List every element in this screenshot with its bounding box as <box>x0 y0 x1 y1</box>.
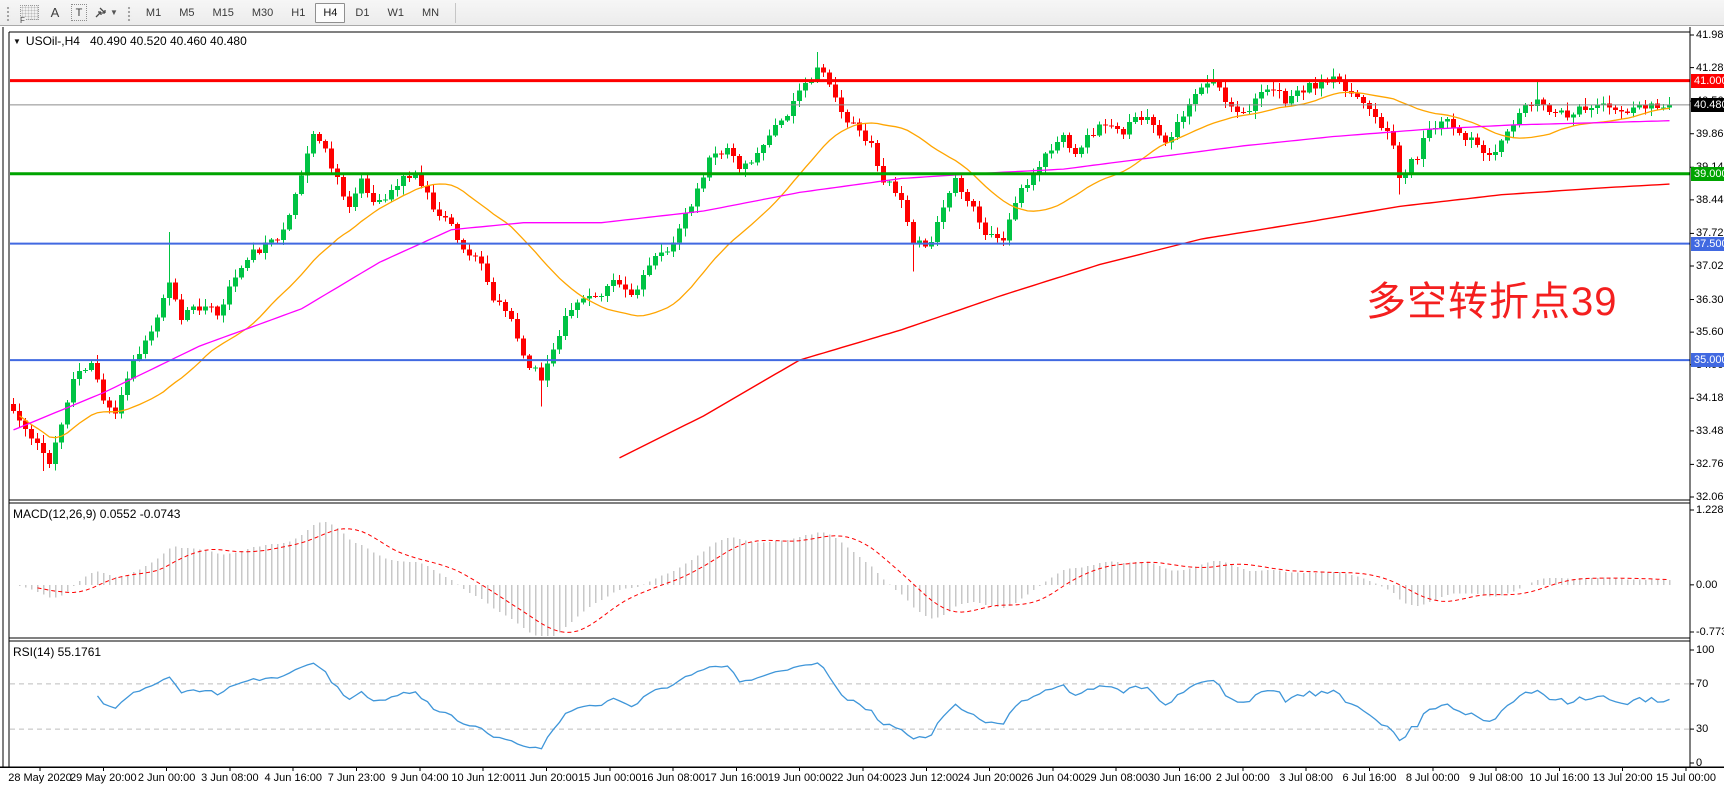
time-axis-label: 23 Jun 12:00 <box>894 772 959 784</box>
time-axis-label: 10 Jul 16:00 <box>1529 772 1590 784</box>
timeframe-button-m1[interactable]: M1 <box>145 6 162 19</box>
annotation-text[interactable]: 多空转折点39 <box>1366 280 1618 324</box>
timeframe-button-h4[interactable]: H4 <box>315 2 346 23</box>
timeframe-group: M1 M5 M15 M30 H1 H4 D1 W1 MN <box>137 0 448 26</box>
timeframe-button-mn[interactable]: MN <box>421 6 440 19</box>
timeframe-button-d1[interactable]: D1 <box>355 6 370 19</box>
time-axis-label: 24 Jun 20:00 <box>957 772 1022 784</box>
timeframe-button-m5[interactable]: M5 <box>179 6 195 19</box>
time-axis-label: 2 Jul 00:00 <box>1215 772 1270 784</box>
macd-indicator-label: MACD(12,26,9) 0.0552 -0.0743 <box>13 507 181 521</box>
time-axis-label: 13 Jul 20:00 <box>1592 772 1653 784</box>
timeframe-button-h1[interactable]: H1 <box>291 6 306 19</box>
arrows-dropdown-button[interactable]: ▼ <box>93 3 118 23</box>
time-axis-label: 10 Jun 12:00 <box>451 772 515 784</box>
macd-axis-tick: 1.2281 <box>1696 504 1724 516</box>
rsi-indicator-label: RSI(14) 55.1761 <box>13 645 102 659</box>
price-axis-tick: 36.300 <box>1696 293 1724 306</box>
time-axis-label: 22 Jun 04:00 <box>831 772 895 784</box>
ma-fast-orange-line <box>19 91 1670 439</box>
time-axis-label: 9 Jul 08:00 <box>1469 772 1523 784</box>
time-axis-label: 3 Jul 08:00 <box>1279 772 1334 784</box>
price-axis-tick: 41.280 <box>1696 61 1724 74</box>
time-axis-label: 16 Jun 08:00 <box>641 772 705 784</box>
time-axis-label: 15 Jun 00:00 <box>577 772 642 784</box>
time-axis-label: 9 Jun 04:00 <box>391 772 449 784</box>
symbol-collapse-icon[interactable]: ▼ <box>13 36 21 46</box>
price-axis-tick: 35.600 <box>1696 326 1724 339</box>
price-level-badge: 40.480 <box>1691 97 1724 112</box>
toolbar: F A T ▼ M1 M5 M15 M30 H1 H4 D1 W1 MN <box>0 0 1724 26</box>
panel-borders <box>0 27 1724 771</box>
dotted-grid-icon <box>19 5 39 20</box>
price-axis-tick: 39.860 <box>1696 127 1724 140</box>
toolbar-separator <box>455 2 457 23</box>
toolbar-grip-icon[interactable] <box>5 4 11 21</box>
time-axis-label: 3 Jun 08:00 <box>201 772 259 784</box>
price-axis-tick: 32.760 <box>1696 458 1724 471</box>
rsi-axis-tick: 70 <box>1696 677 1709 690</box>
time-axis-label: 7 Jun 23:00 <box>327 772 386 784</box>
rsi-line <box>96 662 1670 750</box>
ma-slow-red-line <box>619 183 1670 459</box>
time-axis-label: 11 Jun 20:00 <box>515 772 578 784</box>
time-axis-label: 28 May 2020 <box>8 772 72 784</box>
price-axis-tick: 38.440 <box>1696 193 1724 206</box>
time-axis-label: 17 Jun 16:00 <box>704 772 769 784</box>
candlesticks-layer <box>11 51 1672 471</box>
rsi-axis-tick: 30 <box>1696 723 1709 736</box>
time-axis-label: 6 Jul 16:00 <box>1342 772 1397 784</box>
chart-title: ▼ USOil-,H4 40.490 40.520 40.460 40.480 <box>13 34 247 48</box>
price-axis-tick: 33.480 <box>1696 424 1724 437</box>
time-axis-label: 26 Jun 04:00 <box>1021 772 1085 784</box>
timeframe-button-w1[interactable]: W1 <box>387 6 404 19</box>
macd-axis-tick: 0.00 <box>1696 578 1718 591</box>
macd-axis-tick: -0.7738 <box>1696 625 1724 638</box>
timeframe-button-m15[interactable]: M15 <box>212 6 234 19</box>
rsi-axis-tick: 0 <box>1696 757 1703 769</box>
time-axis-label: 19 Jun 00:00 <box>767 772 832 784</box>
chevron-down-icon: ▼ <box>110 8 118 17</box>
arrows-icon <box>95 7 106 18</box>
price-axis-tick: 32.060 <box>1696 491 1724 503</box>
time-axis-label: 30 Jun 16:00 <box>1147 772 1212 784</box>
chart-ohlc-values: 40.490 40.520 40.460 40.480 <box>89 34 247 48</box>
chart-symbol-period: USOil-,H4 <box>25 34 80 48</box>
text-box-button[interactable]: T <box>71 4 87 21</box>
time-axis-label: 29 Jun 08:00 <box>1084 772 1149 784</box>
price-axis-tick: 41.980 <box>1696 29 1724 41</box>
price-axis-tick: 34.180 <box>1696 392 1724 405</box>
price-level-badge: 37.500 <box>1691 236 1724 251</box>
text-label-button[interactable]: A <box>50 5 60 20</box>
time-axis-label: 4 Jun 16:00 <box>264 772 322 784</box>
time-axis-label: 8 Jul 00:00 <box>1405 772 1460 784</box>
time-axis-label: 15 Jul 00:00 <box>1656 772 1716 784</box>
forecast-grid-label: F <box>20 15 26 25</box>
macd-histogram <box>18 522 1671 636</box>
price-level-badge: 39.000 <box>1691 166 1724 181</box>
toolbar-grip-icon[interactable] <box>125 4 132 21</box>
price-level-badge: 35.000 <box>1691 353 1724 368</box>
time-axis-label: 29 May 20:00 <box>69 772 137 784</box>
time-axis-label: 2 Jun 00:00 <box>137 772 196 784</box>
ma-mid-magenta-line <box>13 120 1670 431</box>
rsi-axis-tick: 100 <box>1696 644 1715 656</box>
price-axis-tick: 37.720 <box>1696 227 1724 240</box>
timeframe-button-m30[interactable]: M30 <box>251 6 274 19</box>
macd-signal-line <box>37 528 1670 633</box>
price-level-badge: 41.000 <box>1691 73 1724 88</box>
price-axis-tick: 37.020 <box>1696 260 1724 272</box>
forecast-grid-icon[interactable]: F <box>19 3 39 25</box>
